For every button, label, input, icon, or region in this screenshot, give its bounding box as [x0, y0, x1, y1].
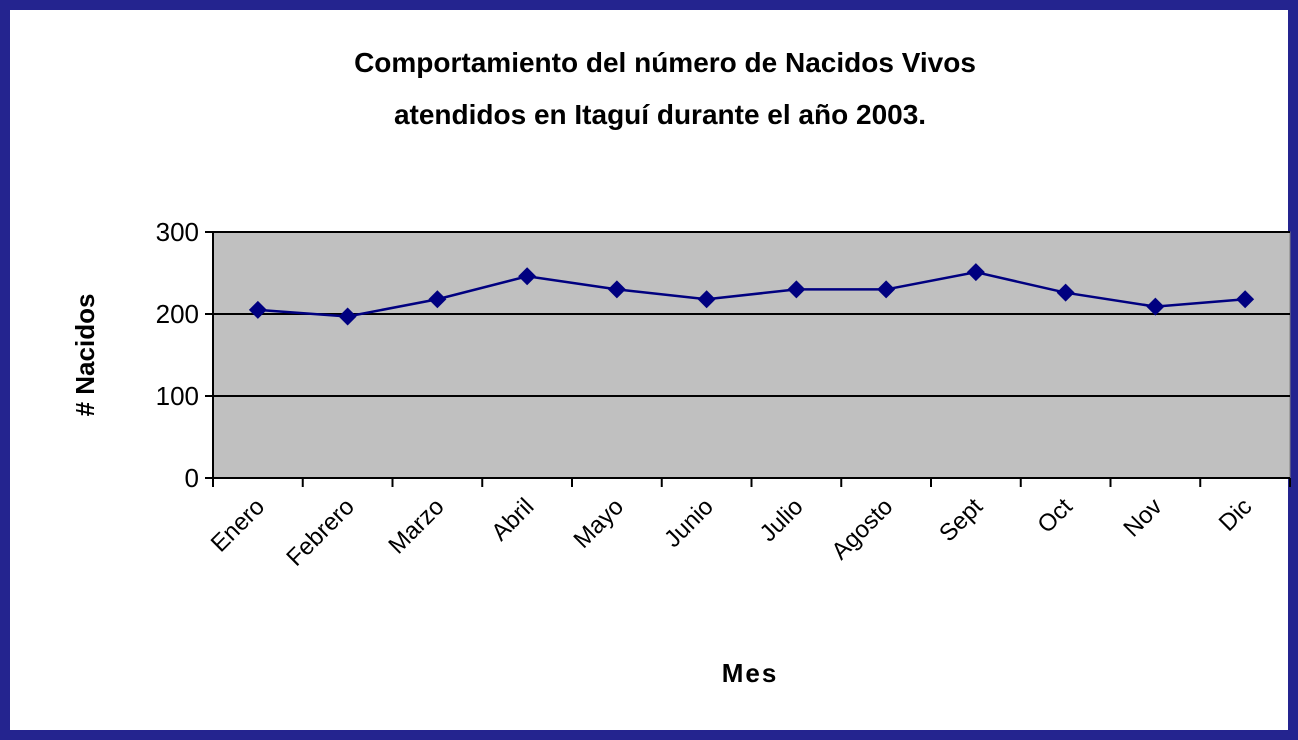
y-tick-label: 0	[185, 463, 199, 493]
marker	[248, 300, 267, 319]
marker	[697, 290, 716, 309]
marker	[966, 263, 985, 282]
marker	[338, 307, 357, 326]
marker	[518, 267, 537, 286]
marker	[1236, 290, 1255, 309]
y-tick-label: 300	[156, 217, 199, 247]
marker	[787, 280, 806, 299]
y-axis-title: # Nacidos	[70, 294, 100, 417]
marker	[877, 280, 896, 299]
marker	[1056, 283, 1075, 302]
chart-title: Comportamiento del número de Nacidos Viv…	[354, 47, 976, 78]
marker	[428, 290, 447, 309]
marker	[1146, 297, 1165, 316]
x-axis-title: Mes	[722, 658, 779, 688]
y-tick-label: 100	[156, 381, 199, 411]
y-tick-label: 200	[156, 299, 199, 329]
chart-title: atendidos en Itaguí durante el año 2003.	[394, 99, 926, 130]
line	[257, 270, 1246, 318]
marker	[607, 280, 626, 299]
plot-area	[212, 231, 1291, 479]
